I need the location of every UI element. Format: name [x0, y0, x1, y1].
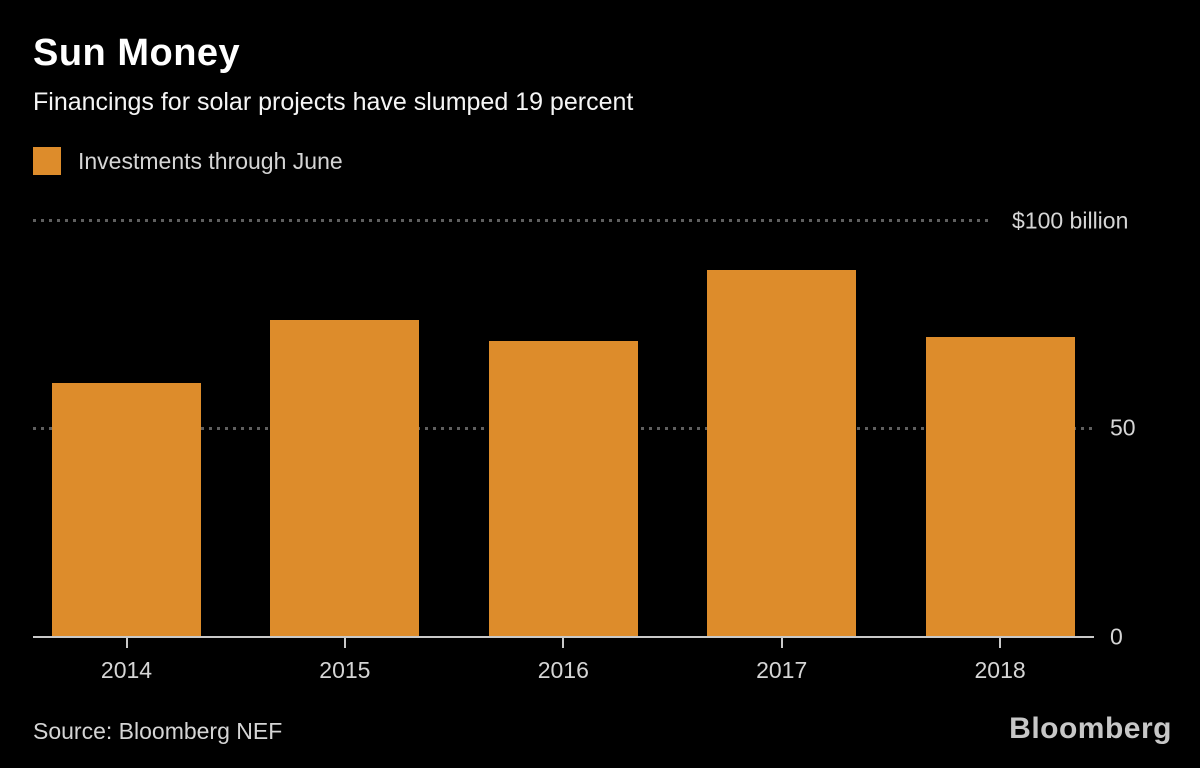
- x-axis-label-2016: 2016: [537, 657, 589, 683]
- legend: Investments through June: [33, 147, 343, 175]
- gridline-100: [33, 219, 992, 222]
- x-axis-line: [33, 636, 1094, 638]
- source-note: Source: Bloomberg NEF: [33, 718, 283, 744]
- x-axis-tick-2017: [780, 638, 783, 648]
- x-axis-tick-2018: [999, 638, 1002, 648]
- x-axis-label-2014: 2014: [100, 657, 153, 683]
- y-axis-label-50: 50: [1110, 414, 1136, 441]
- bar-2016: [488, 341, 638, 638]
- x-axis-tick-2014: [125, 638, 128, 648]
- bar-2015: [270, 320, 420, 638]
- bar-2017: [707, 270, 857, 638]
- legend-label: Investments through June: [78, 147, 343, 174]
- x-axis-label-2018: 2018: [974, 657, 1026, 683]
- x-axis-tick-2016: [562, 638, 565, 648]
- chart-title: Sun Money: [33, 32, 241, 74]
- bloomberg-logo: Bloomberg: [1009, 712, 1172, 745]
- legend-swatch-icon: [33, 147, 61, 175]
- bar-2018: [925, 337, 1075, 638]
- x-axis-tick-2015: [343, 638, 346, 648]
- y-axis-label-100: $100 billion: [1012, 207, 1129, 234]
- x-axis-label-2017: 2017: [756, 657, 808, 683]
- bar-2014: [52, 383, 201, 638]
- y-axis-label-0: 0: [1110, 623, 1123, 650]
- x-axis-label-2015: 2015: [319, 657, 371, 683]
- chart-subtitle: Financings for solar projects have slump…: [33, 88, 634, 116]
